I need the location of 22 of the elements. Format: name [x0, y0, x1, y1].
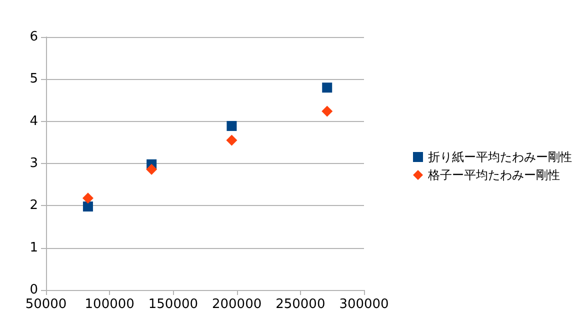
point [82, 202, 93, 212]
x-tick-label: 300000 [339, 297, 389, 312]
x-tick-label: 100000 [84, 297, 134, 312]
legend-label: 格子ー平均たわみー剛性 [427, 168, 560, 182]
y-tick-label: 0 [30, 282, 38, 298]
y-tick-label: 6 [30, 30, 38, 44]
y-tick-label: 1 [30, 240, 38, 256]
point [82, 192, 94, 204]
x-tick-label: 200000 [212, 297, 262, 312]
y-tick-label: 4 [30, 114, 38, 129]
x-tick-label: 50000 [25, 297, 67, 312]
legend-label: 折り紙ー平均たわみー剛性 [428, 150, 572, 164]
point [146, 164, 158, 175]
point [226, 134, 238, 146]
point [322, 106, 333, 117]
y-tick-label: 2 [30, 198, 38, 214]
x-tick-label: 150000 [148, 297, 198, 312]
y-tick-label: 5 [30, 72, 38, 87]
x-tick-label: 250000 [276, 297, 326, 312]
point [322, 82, 332, 93]
point [226, 120, 237, 131]
y-tick-label: 3 [30, 156, 38, 171]
